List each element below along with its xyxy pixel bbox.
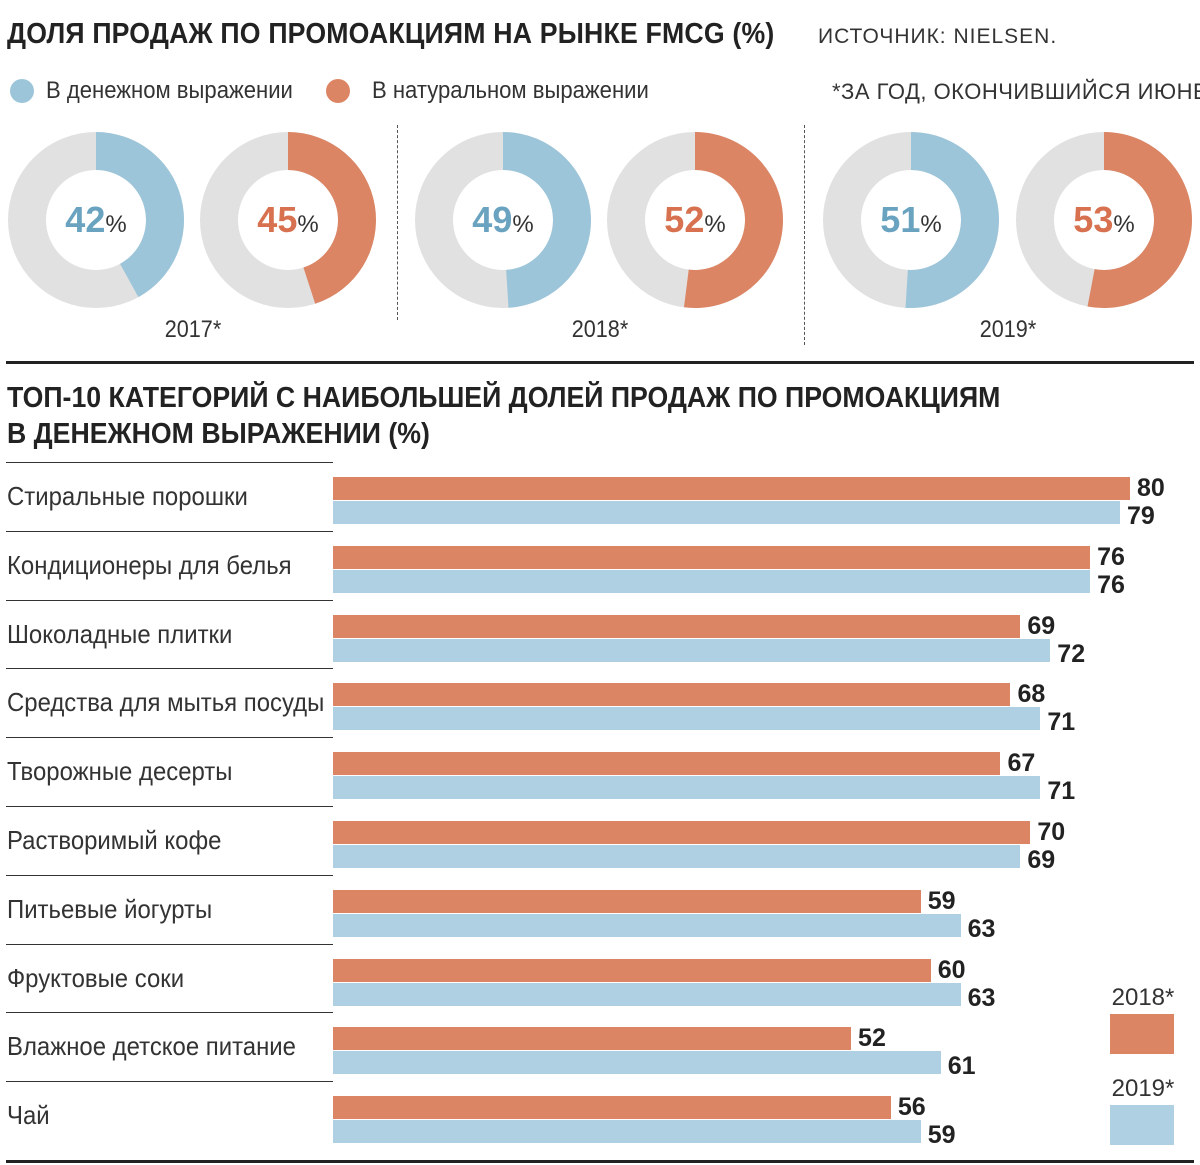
- bar-2018: [333, 477, 1130, 500]
- category-label: Питьевые йогурты: [7, 893, 213, 924]
- bar-value-2018: 52: [858, 1024, 886, 1053]
- row-separator: [6, 943, 333, 945]
- donut-monetary-value-1: 49%: [472, 199, 533, 240]
- bar-2019: [333, 982, 961, 1006]
- legend-natural-dot: [326, 79, 350, 103]
- donut-natural-1: [683, 132, 784, 308]
- bar-value-2019: 63: [967, 983, 996, 1012]
- donut-monetary-value-2: 51%: [880, 199, 941, 240]
- bar-2019: [333, 913, 961, 937]
- category-label: Стиральные порошки: [7, 481, 248, 511]
- row-separator: [6, 462, 333, 463]
- bar-2018: [333, 614, 1021, 638]
- donut-natural-2: [1087, 132, 1192, 308]
- section-divider: [6, 361, 1194, 364]
- bar-value-2018: 60: [937, 955, 966, 984]
- bar-2019: [333, 776, 1041, 800]
- category-label: Средства для мытья посуды: [7, 687, 325, 718]
- category-label: Шоколадные плитки: [7, 618, 233, 649]
- category-label: Кондиционеры для белья: [7, 549, 292, 580]
- row-separator: [6, 806, 333, 807]
- bar-value-2019: 61: [947, 1052, 976, 1081]
- bar-value-2019: 72: [1057, 639, 1086, 668]
- donut-monetary-value-0: 42%: [65, 199, 126, 240]
- row-separator: [6, 668, 333, 670]
- bar-value-2018: 59: [927, 886, 956, 915]
- bar-2018: [333, 821, 1031, 844]
- donut-monetary-0: [96, 132, 184, 298]
- year-separator: [804, 125, 805, 345]
- row-separator: [6, 530, 333, 532]
- bar-2019: [333, 707, 1041, 731]
- donut-section-title: ДОЛЯ ПРОДАЖ ПО ПРОМОАКЦИЯМ НА РЫНКЕ FMCG…: [7, 18, 775, 50]
- bottom-rule: [6, 1160, 1194, 1163]
- row-separator: [6, 874, 333, 876]
- donut-charts: 42% 45% 49% 52% 51% 53%: [8, 132, 1192, 308]
- row-separator: [6, 737, 333, 739]
- bar-2018: [333, 545, 1091, 569]
- year-label-2018: 2018*: [571, 316, 629, 343]
- bar-2018: [333, 889, 921, 913]
- donut-monetary-2: [905, 132, 1000, 308]
- category-label: Чай: [7, 1100, 50, 1131]
- row-separator: [6, 1012, 333, 1014]
- bar-value-2018: 68: [1017, 680, 1046, 709]
- legend-2019-swatch: [1110, 1105, 1174, 1145]
- legend-2018-label: 2018*: [1111, 984, 1175, 1011]
- bar-value-2019: 79: [1127, 502, 1155, 530]
- bar-title-line-2: В ДЕНЕЖНОМ ВЫРАЖЕНИИ (%): [7, 418, 430, 450]
- bar-2019: [333, 1051, 941, 1075]
- row-separator: [6, 599, 333, 601]
- bar-value-2018: 69: [1027, 611, 1056, 640]
- bar-value-2019: 63: [967, 914, 996, 943]
- category-label: Творожные десерты: [7, 756, 233, 787]
- year-label-2017: 2017*: [164, 316, 222, 343]
- legend-monetary-label: В денежном выражении: [46, 77, 293, 104]
- bar-2018: [333, 752, 1001, 776]
- bar-2018: [333, 1027, 852, 1051]
- bar-value-2018: 80: [1137, 474, 1165, 502]
- bar-2018: [333, 1096, 891, 1120]
- legend-2018-swatch: [1110, 1014, 1174, 1054]
- bar-value-2018: 76: [1097, 542, 1125, 571]
- row-separator: [6, 1081, 333, 1083]
- bar-2018: [333, 683, 1011, 707]
- donut-natural-value-1: 52%: [664, 199, 725, 240]
- category-label: Растворимый кофе: [7, 825, 222, 855]
- bar-value-2019: 59: [927, 1121, 956, 1150]
- bar-value-2019: 71: [1047, 777, 1076, 806]
- bar-title-line-1: ТОП-10 КАТЕГОРИЙ С НАИБОЛЬШЕЙ ДОЛЕЙ ПРОД…: [7, 382, 1001, 414]
- category-label: Влажное детское питание: [7, 1031, 296, 1062]
- bar-2019: [333, 638, 1051, 662]
- donut-monetary-1: [503, 132, 591, 308]
- bar-value-2018: 70: [1037, 818, 1066, 846]
- donut-natural-0: [288, 132, 377, 304]
- bar-2019: [333, 1120, 921, 1144]
- year-label-2019: 2019*: [979, 316, 1037, 343]
- bar-2018: [333, 958, 931, 982]
- bar-value-2019: 76: [1097, 570, 1125, 599]
- bar-value-2018: 67: [1007, 749, 1036, 778]
- legend-monetary-dot: [10, 79, 34, 103]
- source-note: ИСТОЧНИК: NIELSEN.: [818, 25, 1058, 48]
- legend-2019-label: 2019*: [1111, 1075, 1175, 1102]
- bar-2019: [333, 501, 1121, 524]
- bar-2019: [333, 845, 1021, 868]
- bar-value-2018: 56: [897, 1093, 926, 1122]
- donut-natural-value-2: 53%: [1073, 199, 1134, 240]
- bar-2019: [333, 569, 1091, 593]
- category-label: Фруктовые соки: [7, 962, 185, 993]
- legend-natural-label: В натуральном выражении: [372, 77, 649, 104]
- year-separator: [397, 125, 398, 320]
- bar-value-2019: 69: [1027, 846, 1056, 874]
- footnote: *ЗА ГОД, ОКОНЧИВШИЙСЯ ИЮНЕМ.: [832, 79, 1200, 104]
- donut-natural-value-0: 45%: [257, 199, 318, 240]
- bar-value-2019: 71: [1047, 708, 1076, 737]
- bar-section-title: ТОП-10 КАТЕГОРИЙ С НАИБОЛЬШЕЙ ДОЛЕЙ ПРОД…: [7, 380, 1000, 452]
